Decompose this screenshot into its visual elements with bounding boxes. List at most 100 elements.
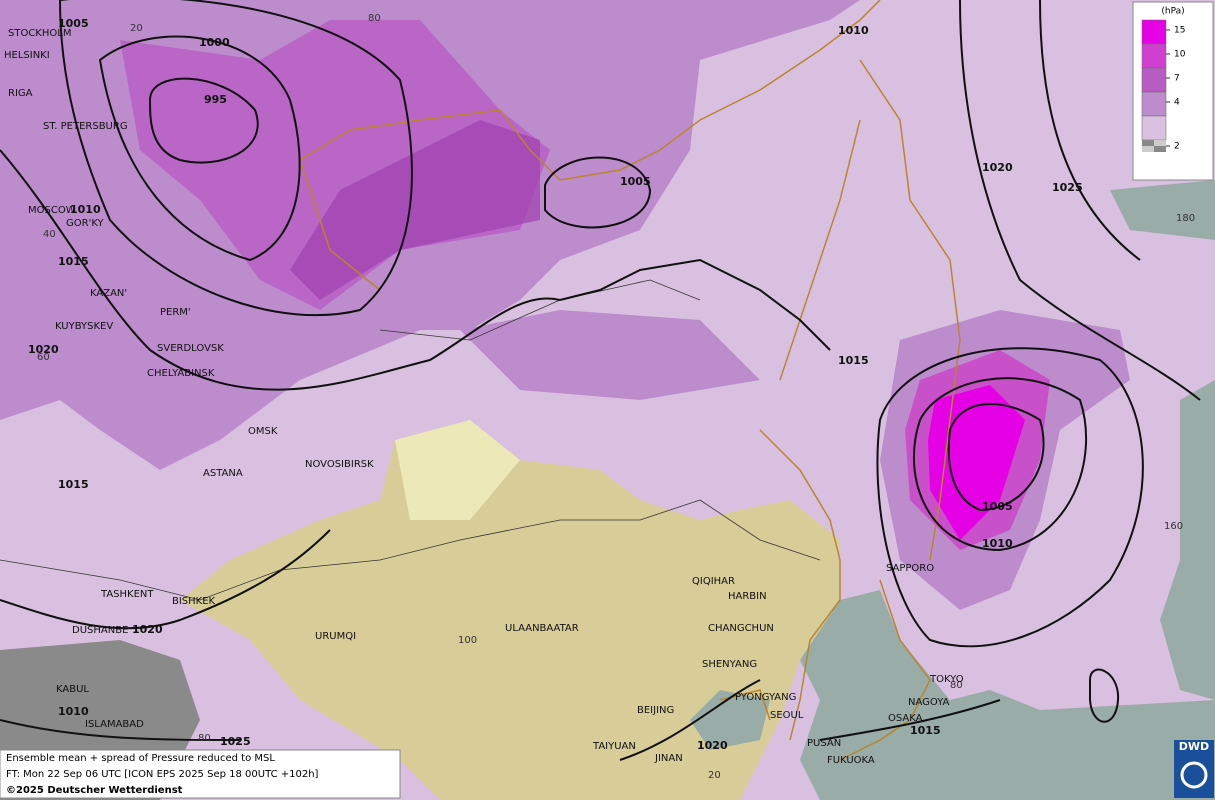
city-label: ASTANA bbox=[203, 468, 243, 479]
city-label: SAPPORO bbox=[886, 563, 934, 574]
city-label: SVERDLOVSK bbox=[157, 343, 224, 354]
isobar-label: 1020 bbox=[982, 161, 1013, 174]
isobar-label: 1015 bbox=[910, 724, 941, 737]
isobar-label: 1025 bbox=[220, 735, 251, 748]
isobar bbox=[0, 529, 1001, 761]
isobar bbox=[98, 35, 301, 262]
isobar-label: 1020 bbox=[132, 623, 163, 636]
city-label: SEOUL bbox=[770, 710, 804, 721]
city-label: OMSK bbox=[248, 426, 278, 437]
legend-tick-label: 4 bbox=[1174, 98, 1180, 108]
legend-swatch bbox=[1141, 67, 1167, 93]
isobar bbox=[876, 347, 1144, 648]
footer-box bbox=[0, 749, 401, 799]
city-label: TOKYO bbox=[929, 674, 964, 685]
city-label: ULAANBAATAR bbox=[505, 623, 579, 634]
city-label: MOSCOW bbox=[28, 205, 76, 216]
isobar bbox=[947, 403, 1045, 512]
isobar-label: 1020 bbox=[697, 739, 728, 752]
city-label: RIGA bbox=[8, 88, 33, 99]
sea-area bbox=[1110, 180, 1215, 240]
logo-icon bbox=[1180, 761, 1208, 789]
isobar-label: 1015 bbox=[58, 478, 89, 491]
legend-swatch bbox=[1154, 140, 1166, 146]
sea-area bbox=[1160, 380, 1215, 700]
sea-area bbox=[800, 590, 1215, 800]
city-label: KUYBYSKEV bbox=[55, 321, 113, 332]
graticule-label: 80 bbox=[950, 680, 963, 691]
footer-line: ©2025 Deutscher Wetterdienst bbox=[6, 785, 183, 796]
isobar bbox=[0, 149, 831, 391]
legend-swatch bbox=[1141, 115, 1167, 141]
city-label: DUSHANBE bbox=[72, 625, 128, 636]
isobar bbox=[59, 0, 413, 317]
city-label: JINAN bbox=[654, 753, 683, 764]
city-label: HARBIN bbox=[728, 591, 767, 602]
legend-unit: (hPa) bbox=[1161, 7, 1184, 17]
isobar-label: 1000 bbox=[199, 36, 230, 49]
city-label: PUSAN bbox=[807, 738, 841, 749]
graticule-label: 80 bbox=[198, 733, 211, 744]
graticule-label: 160 bbox=[1164, 521, 1183, 532]
legend-swatch bbox=[1154, 146, 1166, 152]
city-label: QIQIHAR bbox=[692, 576, 735, 587]
isobar-label: 1015 bbox=[838, 354, 869, 367]
isobar-label: 1005 bbox=[58, 17, 89, 30]
graticule-label: 20 bbox=[130, 23, 143, 34]
city-label: GOR'KY bbox=[66, 218, 105, 229]
logo-text: DWD bbox=[1179, 740, 1209, 753]
legend-swatch bbox=[1141, 43, 1167, 69]
land-area bbox=[180, 420, 840, 800]
graticule-label: 60 bbox=[37, 352, 50, 363]
city-label: PERM' bbox=[160, 307, 191, 318]
footer-line: FT: Mon 22 Sep 06 UTC [ICON EPS 2025 Sep… bbox=[6, 769, 319, 780]
legend-swatch bbox=[1142, 140, 1154, 146]
legend-tick-label: 10 bbox=[1174, 50, 1186, 60]
city-label: CHANGCHUN bbox=[708, 623, 774, 634]
isobar-label: 1010 bbox=[70, 203, 101, 216]
city-label: KAZAN' bbox=[90, 288, 127, 299]
legend-tick-label: 7 bbox=[1174, 74, 1180, 84]
legend-tick-label: 2 bbox=[1174, 142, 1180, 152]
graticule-label: 180 bbox=[1176, 213, 1195, 224]
city-label: BEIJING bbox=[637, 705, 674, 716]
land-area bbox=[395, 420, 520, 520]
city-label: STOCKHOLM bbox=[8, 28, 71, 39]
city-label: HELSINKI bbox=[4, 50, 50, 61]
isobar-label: 1005 bbox=[982, 500, 1013, 513]
city-label: FUKUOKA bbox=[827, 755, 875, 766]
city-label: URUMQI bbox=[315, 631, 356, 642]
spread-area bbox=[290, 120, 540, 300]
city-label: SHENYANG bbox=[702, 659, 757, 670]
graticule-label: 100 bbox=[458, 635, 477, 646]
city-label: PYONGYANG bbox=[735, 692, 796, 703]
city-label: CHELYABINSK bbox=[147, 368, 215, 379]
coastline bbox=[299, 0, 961, 761]
city-label: ST. PETERSBURG bbox=[43, 121, 128, 132]
city-label: TAIYUAN bbox=[592, 741, 636, 752]
sea-area bbox=[690, 690, 770, 750]
isobar-label: 1025 bbox=[1052, 181, 1083, 194]
isobar-label: 1010 bbox=[838, 24, 869, 37]
spread-area bbox=[460, 310, 760, 400]
legend-tick-label: 15 bbox=[1174, 26, 1185, 36]
isobar-label: 995 bbox=[204, 93, 227, 106]
city-label: NOVOSIBIRSK bbox=[305, 459, 374, 470]
city-label: BISHKEK bbox=[172, 596, 216, 607]
city-label: KABUL bbox=[56, 684, 89, 695]
isobar bbox=[959, 0, 1201, 723]
city-label: TASHKENT bbox=[100, 589, 154, 600]
legend-swatch bbox=[1141, 91, 1167, 117]
isobar-label: 1020 bbox=[28, 343, 59, 356]
footer-line: Ensemble mean + spread of Pressure reduc… bbox=[6, 753, 275, 764]
isobar-label: 1005 bbox=[620, 175, 651, 188]
graticule-label: 40 bbox=[43, 229, 56, 240]
graticule-label: 20 bbox=[708, 770, 721, 781]
isobar bbox=[912, 377, 1088, 552]
isobar bbox=[544, 156, 652, 229]
isobar-label: 1015 bbox=[58, 255, 89, 268]
city-label: OSAKA bbox=[888, 713, 923, 724]
graticule-label: 80 bbox=[368, 13, 381, 24]
isobar bbox=[148, 77, 259, 164]
